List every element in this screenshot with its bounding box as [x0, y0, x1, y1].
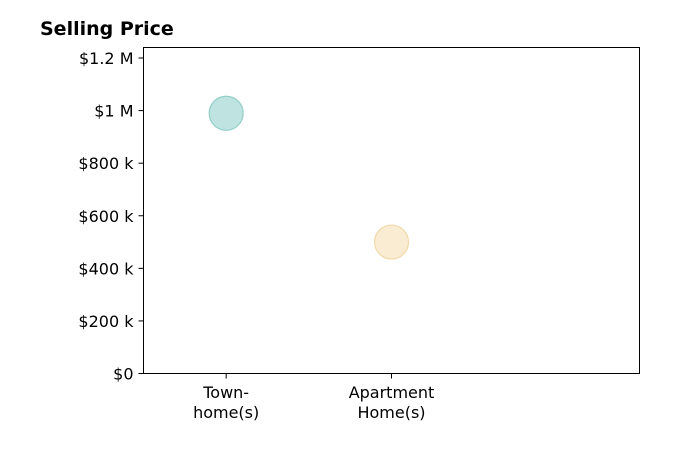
y-tick-label: $800 k [78, 154, 134, 173]
plot-area [143, 47, 640, 374]
x-tick-label-line: Home(s) [357, 403, 425, 422]
y-tick-label: $200 k [78, 312, 134, 331]
y-axis: $0 $200 k $400 k $600 k $800 k $1 M $1.2 M [78, 49, 144, 384]
x-tick-label-line: Town- [202, 383, 249, 402]
x-axis: Town-home(s) Apartment Home(s) [193, 373, 435, 422]
y-tick-label: $1.2 M [79, 49, 134, 68]
y-tick-label: $0 [113, 365, 133, 384]
x-tick-label-line: Apartment [349, 383, 435, 402]
x-tick-label: Apartment Home(s) [349, 383, 435, 422]
chart-title: Selling Price [40, 18, 174, 40]
y-tick-label: $400 k [78, 259, 134, 278]
x-tick-label-line: home(s) [193, 403, 259, 422]
data-points [208, 95, 410, 260]
data-point [373, 224, 410, 260]
data-point [208, 95, 244, 131]
x-tick-label: Town-home(s) [193, 383, 259, 422]
y-tick-label: $1 M [94, 102, 133, 121]
y-tick-label: $600 k [78, 207, 134, 226]
